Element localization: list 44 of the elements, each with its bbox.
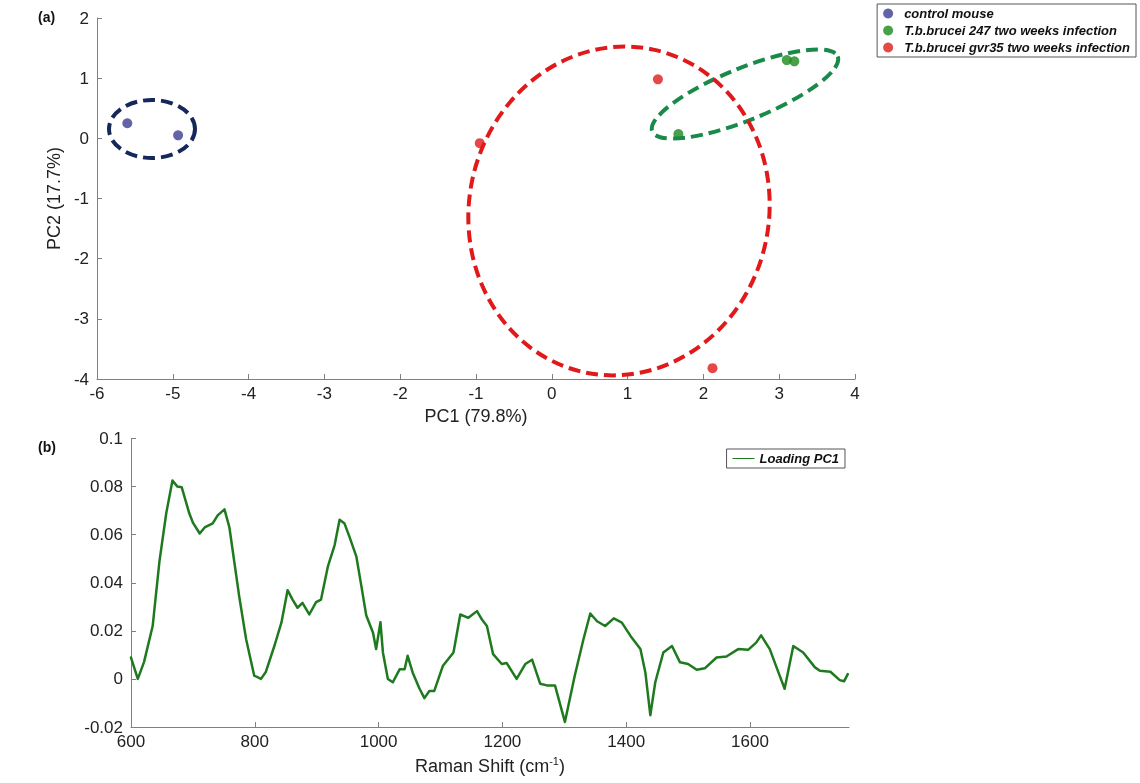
x-tick-label: 1400 [607, 732, 646, 751]
legend-label: Loading PC1 [759, 451, 840, 466]
x-tick-label: 1 [622, 384, 633, 403]
y-axis-title: PC2 (17.7%) [43, 146, 64, 251]
x-tick-label: -1 [468, 384, 484, 403]
y-tick-label: -3 [73, 309, 89, 329]
y-tick-label: 0.06 [89, 525, 123, 545]
y-tick-label: 0 [113, 669, 123, 689]
y-tick-label: -2 [73, 249, 89, 269]
point [652, 74, 663, 85]
x-tick-label: -2 [392, 384, 408, 403]
y-tick-label: 2 [79, 8, 89, 28]
y-tick-label: -1 [73, 189, 89, 208]
x-tick-label: 1000 [359, 732, 398, 751]
y-tick-label: 0.1 [99, 429, 123, 448]
y-tick-label: 0.08 [89, 477, 123, 497]
y-tick-label: 0.02 [89, 621, 123, 641]
legend-label: T.b.brucei 247 two weeks infection [904, 23, 1118, 38]
text: (a) [38, 9, 56, 25]
x-tick-label: -3 [316, 384, 332, 403]
line-series [129, 479, 850, 724]
text: (b) [38, 439, 56, 455]
x-tick-label: 1600 [731, 732, 769, 751]
x-tick-label: -4 [241, 384, 257, 403]
point [122, 118, 133, 129]
y-tick-label: -4 [73, 369, 89, 389]
point [789, 56, 800, 67]
x-tick-label: 4 [850, 384, 860, 403]
y-tick-label: 0.04 [89, 573, 123, 593]
x-tick-label: 800 [240, 732, 269, 751]
x-tick-label: 3 [774, 384, 784, 403]
x-tick-label: 0 [547, 384, 557, 403]
x-tick-label: -6 [89, 384, 105, 403]
x-tick-label: 1200 [483, 732, 522, 751]
point [707, 363, 718, 374]
x-tick-label: 600 [116, 732, 146, 751]
point [173, 130, 184, 141]
legend-label: T.b.brucei gvr35 two weeks infection [904, 40, 1131, 55]
y-tick-label: 0 [79, 128, 89, 148]
x-tick-label: -5 [165, 384, 181, 403]
x-axis-title: PC1 (79.8%) [424, 406, 528, 426]
y-tick-label: 1 [79, 68, 89, 88]
legend-label: control mouse [904, 6, 994, 21]
x-tick-label: 2 [698, 384, 709, 403]
